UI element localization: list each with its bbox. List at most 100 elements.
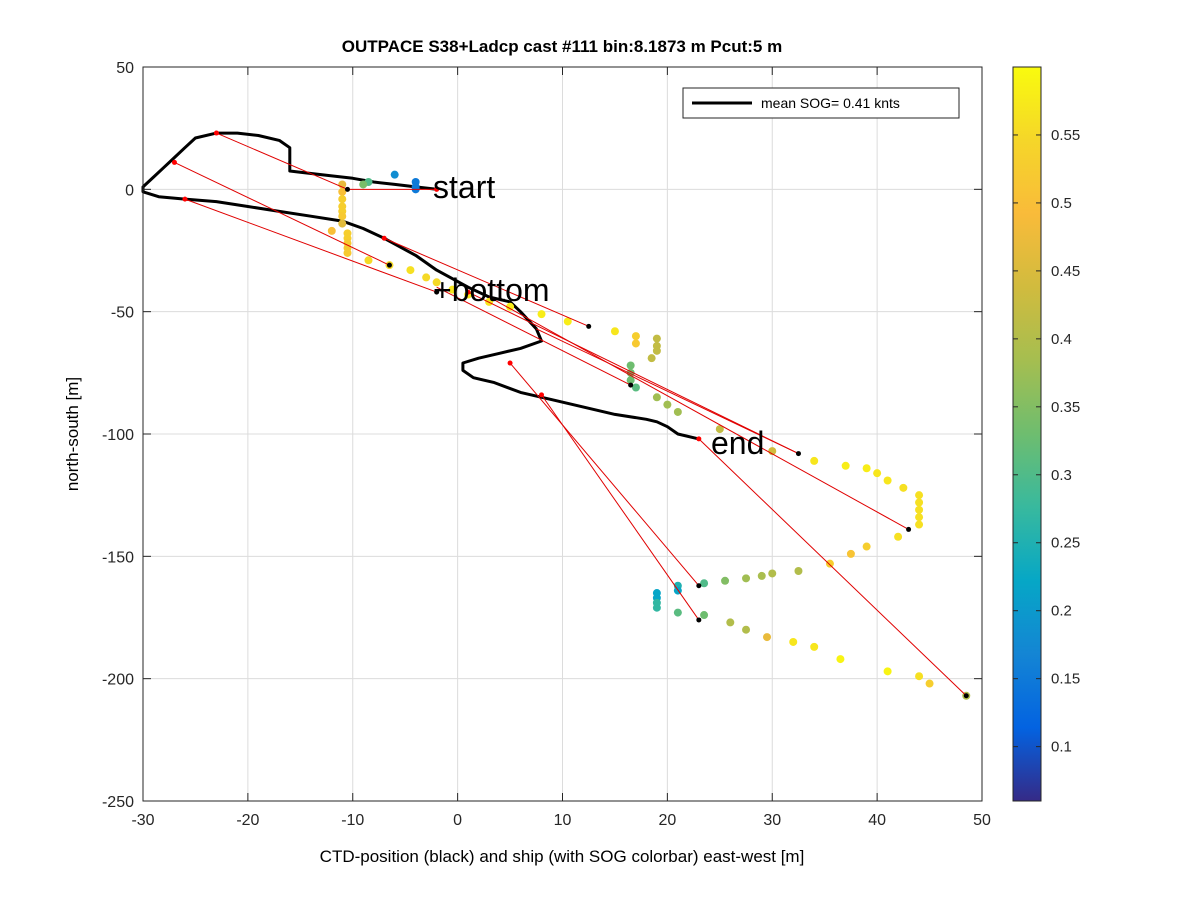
ship-points-layer [327,170,971,700]
red-position-mark [696,436,702,442]
ship-point [338,187,347,196]
ship-point [700,611,709,620]
x-tick-label: 10 [554,812,572,829]
ship-point [915,672,924,681]
ctd-track-line [141,131,700,441]
red-connector [541,394,700,621]
x-tick-label: 50 [973,812,991,829]
red-connector [436,286,631,386]
ship-point [742,574,751,583]
y-tick-label: -250 [102,794,134,811]
ship-point [359,180,368,189]
ship-point [338,219,347,228]
ship-point [327,226,336,235]
ship-point [883,667,892,676]
red-position-mark [171,159,177,165]
ship-point [626,361,635,370]
ship-point [626,376,635,385]
red-connector-layer [174,132,967,697]
ship-point [631,339,640,348]
y-axis-label: north-south [m] [63,377,82,491]
legend: mean SOG= 0.41 knts [682,87,960,119]
colorbar-tick-label: 0.5 [1051,195,1072,212]
ship-point [338,212,347,221]
x-tick-label: -30 [131,812,154,829]
colorbar-tick-label: 0.35 [1051,399,1080,416]
red-position-mark [213,130,219,136]
y-tick-label: -150 [102,549,134,566]
legend-entry: mean SOG= 0.41 knts [761,95,900,111]
red-connector [509,362,700,587]
black-position-mark [963,693,969,699]
y-tick-label: -100 [102,427,134,444]
ship-point [915,491,924,500]
annotation-bottom: +bottom [433,272,550,308]
ship-point [652,603,661,612]
ship-point [794,567,803,576]
ship-point [883,476,892,485]
x-tick-label: 20 [658,812,676,829]
ship-point [390,170,399,179]
red-connector [384,237,589,327]
red-position-mark [507,360,513,366]
ship-point [862,464,871,473]
chart-title: OUTPACE S38+Ladcp cast #111 bin:8.1873 m… [342,37,782,56]
red-connector [488,296,909,530]
ship-point [406,266,415,275]
black-position-mark [906,526,912,532]
ship-point [763,633,772,642]
ship-point [537,310,546,319]
annotation-start: start [433,169,495,205]
ship-point [810,642,819,651]
ship-point [631,383,640,392]
red-connector [698,438,967,697]
red-connector [174,161,390,266]
ship-point [841,461,850,470]
ship-point [894,532,903,541]
x-tick-label: -10 [341,812,364,829]
x-axis-label: CTD-position (black) and ship (with SOG … [320,847,805,866]
ship-point [862,542,871,551]
ship-point [343,248,352,257]
colorbar-tick-label: 0.3 [1051,467,1072,484]
ship-point [846,549,855,558]
colorbar-tick-label: 0.1 [1051,739,1072,756]
ship-point [768,569,777,578]
y-tick-label: -50 [111,305,134,322]
red-position-mark [465,289,471,295]
red-position-mark [539,392,545,398]
colorbar-tick-label: 0.55 [1051,127,1080,144]
ship-point [610,327,619,336]
colorbar-tick-label: 0.4 [1051,331,1072,348]
black-position-mark [345,186,351,192]
red-position-mark [381,235,387,241]
black-position-mark [795,451,801,457]
x-tick-label: 30 [763,812,781,829]
black-position-mark [586,323,592,329]
annotation-end: end [711,425,764,461]
ship-point [338,195,347,204]
x-tick-label: -20 [236,812,259,829]
ship-point [422,273,431,282]
colorbar-tick-label: 0.45 [1051,263,1080,280]
ship-point [925,679,934,688]
ctd-track-layer [141,131,700,441]
colorbar-tick-label: 0.2 [1051,603,1072,620]
ship-point [873,469,882,478]
black-position-mark [434,289,440,295]
ship-point [631,332,640,341]
red-position-mark [434,186,440,192]
ship-point [647,354,656,363]
colorbar-tick-label: 0.15 [1051,671,1080,688]
ship-point [432,278,441,287]
ship-point [915,513,924,522]
ship-point [700,579,709,588]
ship-point [757,571,766,580]
black-position-mark [696,617,702,623]
grid-lines [143,67,982,801]
ship-point [652,334,661,343]
x-tick-label: 0 [453,812,462,829]
y-tick-label: 50 [116,60,134,77]
black-position-mark [386,262,392,268]
